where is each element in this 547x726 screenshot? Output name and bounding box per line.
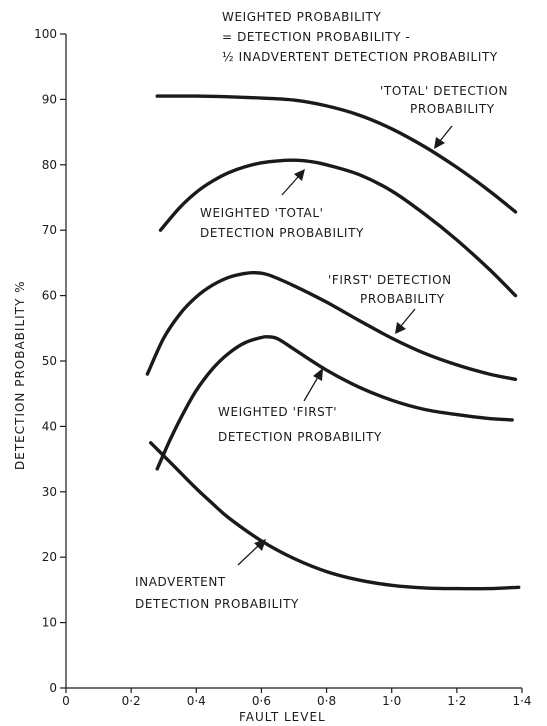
x-tick-label: 0·4	[187, 694, 206, 708]
x-tick-label: 1·2	[447, 694, 466, 708]
arrow-inadvertent	[237, 539, 266, 566]
series-label-total-line-1: 'TOTAL' DETECTION	[380, 84, 508, 98]
formula-line-1: WEIGHTED PROBABILITY	[222, 10, 381, 24]
series-label-total: 'TOTAL' DETECTION PROBABILITY	[380, 84, 508, 116]
arrow-first	[395, 308, 416, 334]
x-tick-label: 0	[62, 694, 70, 708]
y-axis-title: DETECTION PROBABILITY %	[13, 280, 27, 470]
series-label-inadvertent: INADVERTENT DETECTION PROBABILITY	[135, 575, 299, 611]
series-label-weighted-first-line-2: DETECTION PROBABILITY	[218, 430, 382, 444]
arrow-total	[434, 125, 453, 149]
series-lines	[145, 94, 521, 591]
series-weighted-total-detection	[158, 158, 518, 298]
arrow-weighted-first	[303, 368, 323, 402]
series-label-weighted-first-line-1: WEIGHTED 'FIRST'	[218, 405, 337, 419]
series-label-weighted-total-line-2: DETECTION PROBABILITY	[200, 226, 364, 240]
series-label-total-line-2: PROBABILITY	[410, 102, 495, 116]
y-tick-label: 80	[42, 158, 57, 172]
y-tick-label: 30	[42, 485, 57, 499]
y-tick-label: 60	[42, 289, 57, 303]
series-label-inadvertent-line-2: DETECTION PROBABILITY	[135, 597, 299, 611]
y-axis-ticks: 0 10 20 30 40 50 60 70 80 90 100	[34, 27, 66, 695]
formula-annotation: WEIGHTED PROBABILITY = DETECTION PROBABI…	[222, 10, 498, 64]
series-label-weighted-total-line-1: WEIGHTED 'TOTAL'	[200, 206, 324, 220]
y-tick-label: 100	[34, 27, 57, 41]
pointer-arrows	[237, 125, 453, 566]
x-tick-label: 0·6	[252, 694, 271, 708]
y-tick-label: 0	[49, 681, 57, 695]
series-first-detection	[145, 270, 518, 381]
series-inadvertent-detection	[149, 441, 521, 591]
x-axis-title: FAULT LEVEL	[239, 710, 326, 724]
x-tick-label: 1·0	[382, 694, 401, 708]
series-label-first-line-2: PROBABILITY	[360, 292, 445, 306]
y-tick-label: 90	[42, 92, 57, 106]
series-label-first: 'FIRST' DETECTION PROBABILITY	[328, 273, 452, 306]
x-axis-ticks: 0 0·2 0·4 0·6 0·8 1·0 1·2 1·4	[62, 688, 532, 708]
y-tick-label: 10	[42, 616, 57, 630]
y-tick-label: 40	[42, 419, 57, 433]
y-tick-label: 20	[42, 550, 57, 564]
x-tick-label: 0·8	[317, 694, 336, 708]
formula-line-3: ½ INADVERTENT DETECTION PROBABILITY	[222, 50, 498, 64]
y-tick-label: 50	[42, 354, 57, 368]
formula-line-2: = DETECTION PROBABILITY -	[222, 30, 410, 44]
series-label-inadvertent-line-1: INADVERTENT	[135, 575, 226, 589]
series-weighted-first-detection	[155, 334, 514, 471]
series-label-weighted-first: WEIGHTED 'FIRST' DETECTION PROBABILITY	[218, 405, 382, 444]
series-label-first-line-1: 'FIRST' DETECTION	[328, 273, 452, 287]
y-tick-label: 70	[42, 223, 57, 237]
arrow-weighted-total	[281, 169, 305, 196]
series-label-weighted-total: WEIGHTED 'TOTAL' DETECTION PROBABILITY	[200, 206, 364, 240]
x-tick-label: 1·4	[512, 694, 531, 708]
x-tick-label: 0·2	[122, 694, 141, 708]
series-total-detection	[155, 94, 518, 214]
